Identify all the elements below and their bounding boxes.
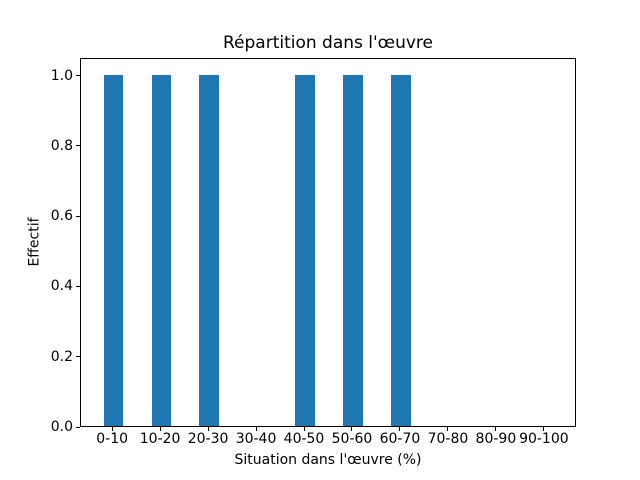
x-tick-label: 0-10 [96,431,129,447]
y-tick-label: 0.6 [50,208,73,225]
y-tick [76,215,80,217]
y-tick-label: 0.8 [50,137,73,154]
y-tick [76,426,80,428]
x-tick-label: 80-90 [475,431,517,447]
bar [151,74,171,426]
x-tick [543,427,545,431]
y-tick [76,356,80,358]
x-tick [303,427,305,431]
x-tick [399,427,401,431]
x-tick [207,427,209,431]
chart-title: Répartition dans l'œuvre [222,33,433,53]
bar [199,74,219,426]
x-tick [159,427,161,431]
x-tick-label: 20-30 [187,431,229,447]
y-tick-label: 0.0 [50,419,73,435]
x-tick-label: 40-50 [283,431,325,447]
x-tick [111,427,113,431]
y-tick-label: 0.4 [50,278,73,295]
x-tick [351,427,353,431]
y-tick-label: 0.2 [50,348,73,365]
y-tick-label: 1.0 [50,67,73,84]
x-tick [447,427,449,431]
x-tick-label: 30-40 [235,431,277,447]
x-tick-label: 10-20 [139,431,181,447]
bar [103,74,123,426]
bar [295,74,315,426]
x-tick [495,427,497,431]
y-tick [76,145,80,147]
bar [343,74,363,426]
x-tick-label: 90-100 [519,431,569,447]
x-tick-label: 60-70 [379,431,421,447]
x-axis-label: Situation dans l'œuvre (%) [234,452,422,468]
x-tick [255,427,257,431]
plot-area [80,58,576,427]
y-tick [76,285,80,287]
x-tick-label: 70-80 [427,431,469,447]
bar [391,74,411,426]
y-tick [76,75,80,77]
x-tick-label: 50-60 [331,431,373,447]
